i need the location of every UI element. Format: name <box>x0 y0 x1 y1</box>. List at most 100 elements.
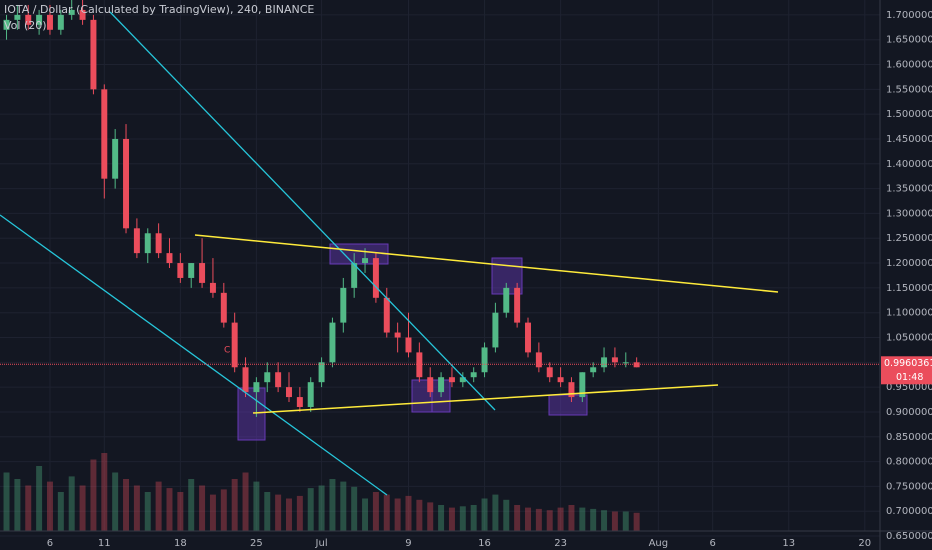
y-tick-label: 1.15000000 <box>886 283 932 294</box>
candle-body <box>503 287 510 313</box>
y-tick-label: 0.95000000 <box>886 382 932 393</box>
x-tick-label: 6 <box>47 538 53 549</box>
x-tick-label: Aug <box>649 538 669 549</box>
volume-bar <box>253 481 260 531</box>
candle-body <box>286 387 292 398</box>
highlight-box <box>329 243 389 265</box>
candle-body <box>296 397 303 407</box>
trend-line <box>194 234 779 293</box>
y-tick-label: 1.45000000 <box>886 134 932 145</box>
trend-line <box>252 384 719 414</box>
candle-body <box>438 377 445 393</box>
volume-bar <box>568 505 575 531</box>
y-tick-label: 0.80000000 <box>886 457 932 468</box>
trend-line <box>109 11 496 411</box>
candle-body <box>123 138 130 229</box>
volume-bar <box>514 505 521 531</box>
y-tick-label: 1.55000000 <box>886 84 932 95</box>
volume-bar <box>416 499 423 531</box>
candle-body <box>448 377 455 383</box>
y-tick-label: 1.70000000 <box>886 10 932 21</box>
volume-bar <box>14 479 21 531</box>
volume-bar <box>68 476 75 531</box>
volume-bar <box>448 507 455 531</box>
volume-bar <box>296 495 303 531</box>
y-tick-label: 1.60000000 <box>886 60 932 71</box>
y-tick-label: 1.10000000 <box>886 308 932 319</box>
volume-bar <box>427 502 434 531</box>
candle-body <box>557 377 564 383</box>
volume-bar <box>231 479 238 531</box>
volume-bar <box>57 492 64 531</box>
y-tick-label: 1.20000000 <box>886 258 932 269</box>
annotation: C <box>224 346 230 356</box>
x-tick-label: Jul <box>315 538 328 549</box>
candle-body <box>133 228 140 254</box>
candle-body <box>372 258 379 298</box>
volume-bar <box>307 488 314 531</box>
volume-bar <box>351 486 358 531</box>
y-tick-label: 1.50000000 <box>886 109 932 120</box>
candle-body <box>199 263 206 283</box>
volume-bar <box>112 472 119 531</box>
volume-bar <box>133 485 140 531</box>
candle-body <box>601 357 608 368</box>
highlight-box <box>548 394 588 416</box>
candle-body <box>546 367 553 378</box>
candle-body <box>568 382 575 398</box>
x-tick-label: 25 <box>250 538 263 549</box>
candle-body <box>525 322 531 353</box>
volume-bar <box>481 498 488 531</box>
candle-body <box>427 377 434 393</box>
volume-bar <box>340 481 347 531</box>
candle-body <box>188 263 195 278</box>
candle-body <box>611 357 618 363</box>
volume-bar <box>79 485 86 531</box>
y-tick-label: 1.25000000 <box>886 233 932 244</box>
volume-bar <box>177 492 184 531</box>
volume-bar <box>405 495 412 531</box>
candle-body <box>166 253 173 264</box>
candle-body <box>514 287 521 323</box>
candle-body <box>264 372 271 383</box>
volume-bar <box>590 508 597 531</box>
volume-bar <box>188 479 195 531</box>
candle-body <box>307 382 314 407</box>
candle-body <box>340 287 347 323</box>
countdown: 01:48 <box>896 372 923 383</box>
candle-body <box>112 138 119 179</box>
candle-body <box>155 233 162 254</box>
candle-body <box>329 322 336 363</box>
volume-bar <box>318 485 325 531</box>
candle-body <box>275 372 282 388</box>
volume-bar <box>557 507 564 531</box>
volume-bar <box>144 492 151 531</box>
volume-bar <box>362 498 369 531</box>
candle-body <box>253 382 260 393</box>
candle-body <box>231 322 238 368</box>
x-tick-label: 20 <box>858 538 871 549</box>
candles <box>3 0 640 417</box>
volume-bar <box>123 479 130 531</box>
candle-body <box>14 14 21 20</box>
x-tick-label: 18 <box>174 538 187 549</box>
volume-bar <box>209 494 216 531</box>
candle-body <box>79 9 86 20</box>
candle-body <box>144 233 151 254</box>
candle-body <box>579 372 586 398</box>
highlight-box <box>237 387 266 441</box>
volume-pane <box>3 453 640 531</box>
x-tick-label: 6 <box>710 538 716 549</box>
candle-body <box>492 312 499 348</box>
volume-bar <box>242 472 249 531</box>
candle-body <box>46 14 53 30</box>
volume-bar <box>46 481 53 531</box>
candle-body <box>481 347 488 373</box>
volume-bar <box>36 466 43 531</box>
y-tick-label: 1.65000000 <box>886 35 932 46</box>
volume-bar <box>275 494 282 531</box>
chart-title: IOTA / Dollar (Calculated by TradingView… <box>4 3 314 16</box>
candle-body <box>177 263 184 278</box>
